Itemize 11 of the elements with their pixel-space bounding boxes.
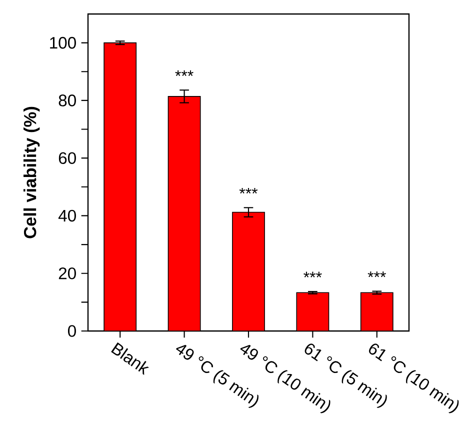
y-axis-title: Cell viability (%)	[24, 106, 40, 238]
y-tick-label: 100	[50, 36, 76, 49]
y-tick-label: 0	[68, 325, 76, 337]
annotation: ***	[175, 70, 194, 76]
annotation: ***	[304, 272, 322, 278]
y-tick-label: 80	[58, 94, 76, 106]
annotation: ***	[368, 272, 386, 278]
y-tick-label: 20	[58, 267, 76, 280]
y-tick-label: 40	[58, 210, 76, 222]
y-tick-label: 60	[58, 152, 76, 164]
annotation: ***	[239, 188, 258, 194]
